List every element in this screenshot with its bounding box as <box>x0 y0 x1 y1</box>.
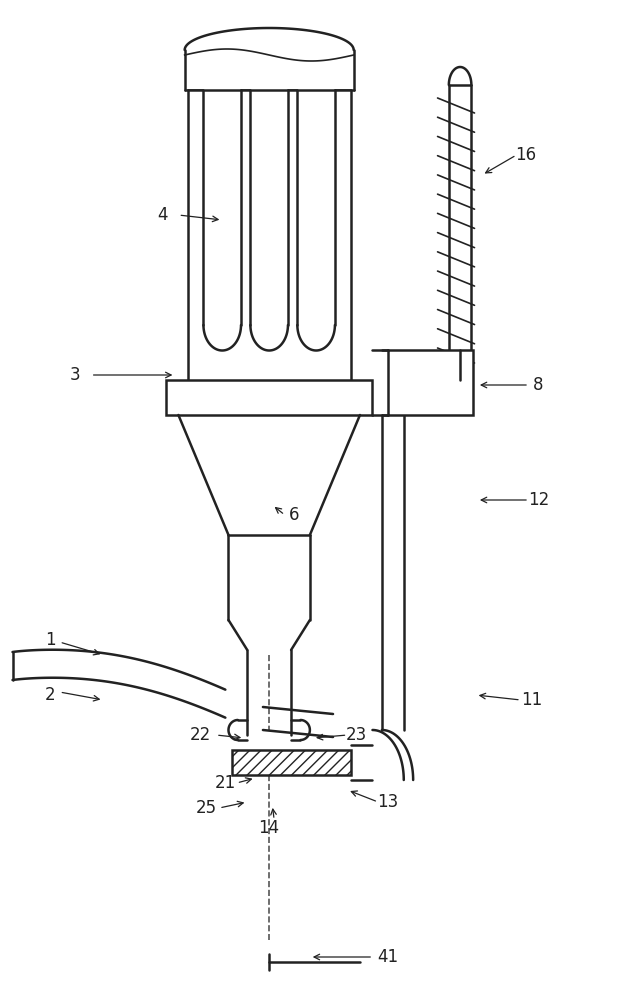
Text: 25: 25 <box>196 799 217 817</box>
Text: 11: 11 <box>521 691 543 709</box>
Text: 8: 8 <box>533 376 543 394</box>
Text: 13: 13 <box>377 793 399 811</box>
Text: 6: 6 <box>289 506 299 524</box>
Text: 21: 21 <box>215 774 236 792</box>
Text: 4: 4 <box>158 206 168 224</box>
Bar <box>388 350 473 415</box>
Bar <box>232 750 351 775</box>
Text: 1: 1 <box>45 631 55 649</box>
Text: 41: 41 <box>377 948 399 966</box>
Text: 12: 12 <box>528 491 549 509</box>
Bar <box>166 380 372 415</box>
Text: 22: 22 <box>190 726 211 744</box>
Text: 23: 23 <box>346 726 367 744</box>
Text: 2: 2 <box>45 686 55 704</box>
Text: 16: 16 <box>515 146 536 164</box>
Text: 14: 14 <box>259 819 280 837</box>
Text: 3: 3 <box>70 366 80 384</box>
